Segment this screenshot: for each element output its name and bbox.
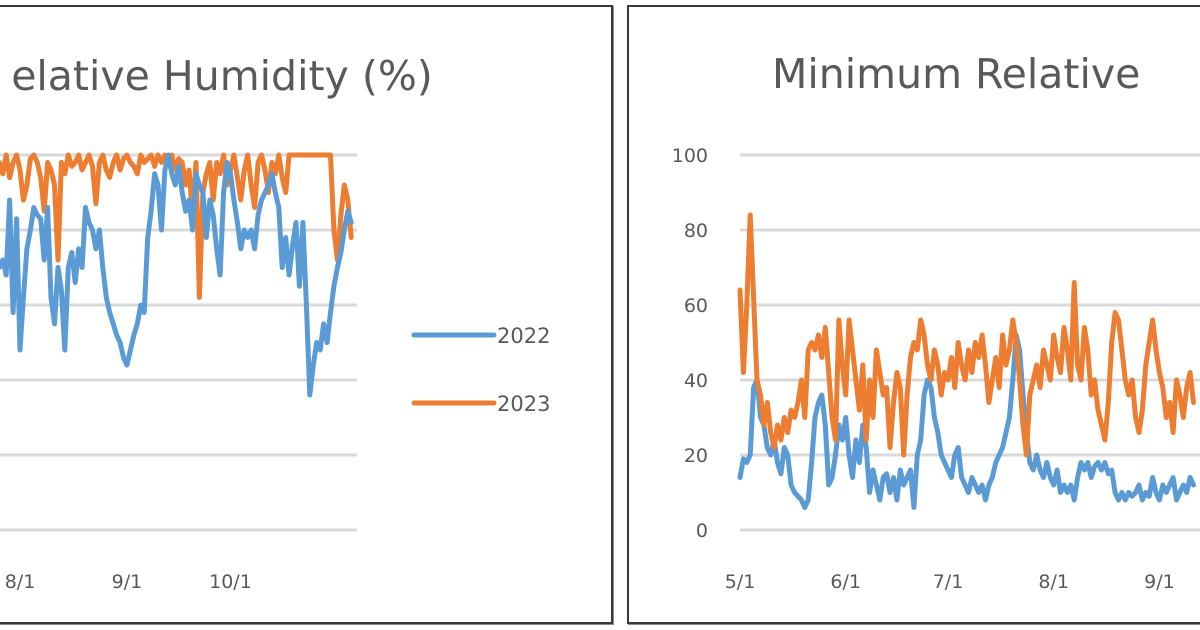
x-tick-label: 7/1 [933, 571, 964, 593]
x-tick-label: 5/1 [725, 571, 756, 593]
y-tick-label: 0 [696, 520, 708, 542]
series-line-2022 [737, 332, 1196, 510]
legend: 2022 2023 [411, 324, 550, 416]
chart-panel-relative-humidity: elative Humidity (%) 8/1 9/1 10/1 2022 202… [0, 5, 613, 624]
x-tick-label: 9/1 [1144, 571, 1175, 593]
series-line-2022 [0, 152, 354, 398]
chart-minimum-relative-humidity: Minimum Relative 0 20 40 60 80 100 5/1 6/1 7/1 8… [672, 50, 1200, 593]
y-tick-label: 60 [684, 295, 708, 317]
chart-relative-humidity: elative Humidity (%) 8/1 9/1 10/1 2022 202… [0, 52, 550, 593]
chart-panel-minimum-relative-humidity: Minimum Relative 0 20 40 60 80 100 5/1 6/1 7/1 8… [627, 5, 1200, 624]
chart-title: Minimum Relative [772, 50, 1140, 98]
series-line-2023 [0, 152, 354, 300]
series-line-2023 [737, 212, 1196, 458]
y-tick-label: 20 [684, 445, 708, 467]
y-tick-label: 40 [684, 370, 708, 392]
legend-label-2023: 2023 [497, 392, 550, 416]
legend-label-2022: 2022 [497, 324, 550, 348]
series-group [737, 212, 1196, 510]
x-tick-label: 8/1 [5, 571, 36, 593]
series-group [0, 152, 354, 398]
y-tick-label: 80 [684, 220, 708, 242]
y-tick-label: 100 [672, 145, 708, 167]
x-tick-label: 8/1 [1038, 571, 1069, 593]
chart-title: elative Humidity (%) [11, 52, 433, 100]
x-tick-label: 9/1 [112, 571, 143, 593]
x-tick-label: 10/1 [209, 571, 252, 593]
x-tick-label: 6/1 [830, 571, 861, 593]
y-axis-tick-labels: 0 20 40 60 80 100 [672, 145, 708, 542]
x-axis-tick-labels: 5/1 6/1 7/1 8/1 9/1 [725, 571, 1175, 593]
x-axis-tick-labels: 8/1 9/1 10/1 [5, 571, 252, 593]
